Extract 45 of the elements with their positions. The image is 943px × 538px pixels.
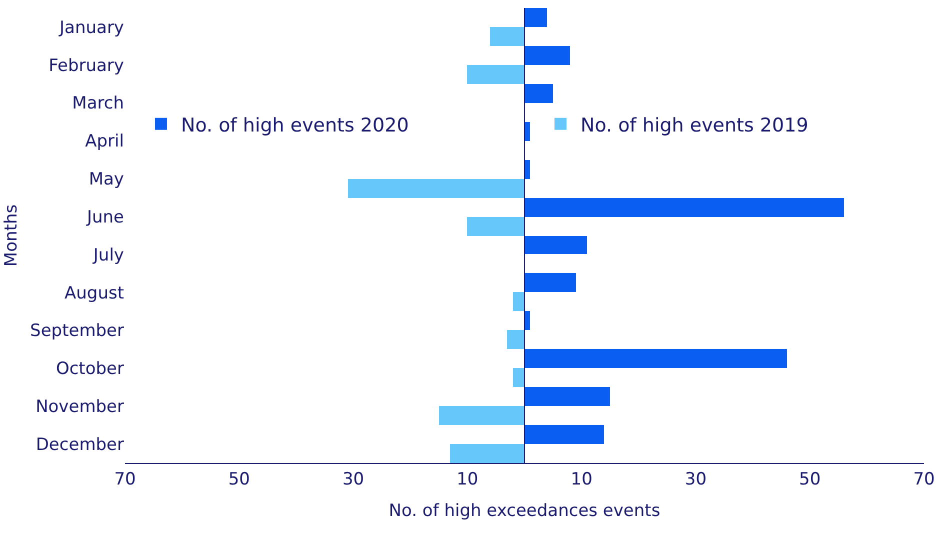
bar bbox=[525, 122, 530, 141]
bar bbox=[467, 65, 525, 84]
y-tick-label: July bbox=[92, 245, 124, 266]
bar bbox=[525, 425, 604, 444]
y-tick-label: October bbox=[56, 359, 124, 380]
y-tick-label: February bbox=[48, 56, 124, 76]
bar bbox=[525, 198, 844, 217]
bar bbox=[513, 292, 525, 311]
bar bbox=[507, 330, 525, 349]
y-tick-label: December bbox=[36, 434, 124, 455]
x-tick-label: 10 bbox=[456, 469, 478, 490]
bar bbox=[525, 387, 610, 406]
y-tick-label: May bbox=[88, 170, 124, 190]
bar bbox=[525, 273, 576, 292]
bar bbox=[525, 349, 787, 368]
bar bbox=[490, 27, 525, 46]
x-tick-label: 30 bbox=[342, 469, 364, 490]
y-tick-label: June bbox=[86, 207, 124, 228]
y-tick-label: November bbox=[36, 397, 124, 418]
x-axis-title: No. of high exceedances events bbox=[388, 500, 660, 521]
legend-label: No. of high events 2020 bbox=[180, 114, 409, 136]
x-tick-label: 50 bbox=[228, 469, 250, 490]
bar bbox=[439, 406, 525, 425]
x-tick-label: 70 bbox=[913, 469, 935, 490]
x-tick-label: 30 bbox=[684, 469, 707, 490]
y-axis-title: Months bbox=[2, 204, 22, 267]
y-tick-label: August bbox=[64, 283, 124, 304]
bar bbox=[525, 160, 530, 179]
legend-label: No. of high events 2019 bbox=[580, 114, 808, 136]
x-tick-label: 70 bbox=[114, 469, 136, 490]
bar bbox=[525, 236, 587, 254]
y-tick-label: September bbox=[30, 321, 124, 342]
bar bbox=[525, 311, 530, 330]
bar bbox=[513, 368, 525, 387]
x-tick-label: 50 bbox=[799, 469, 821, 490]
x-tick-label: 10 bbox=[570, 469, 592, 490]
bar bbox=[525, 46, 570, 65]
bar bbox=[467, 217, 525, 236]
y-tick-label: April bbox=[85, 132, 124, 152]
y-tick-label: January bbox=[58, 18, 124, 38]
bar bbox=[348, 179, 525, 198]
y-tick-label: March bbox=[72, 94, 124, 114]
bar bbox=[525, 8, 547, 27]
bar bbox=[450, 444, 525, 463]
bar bbox=[525, 84, 553, 103]
